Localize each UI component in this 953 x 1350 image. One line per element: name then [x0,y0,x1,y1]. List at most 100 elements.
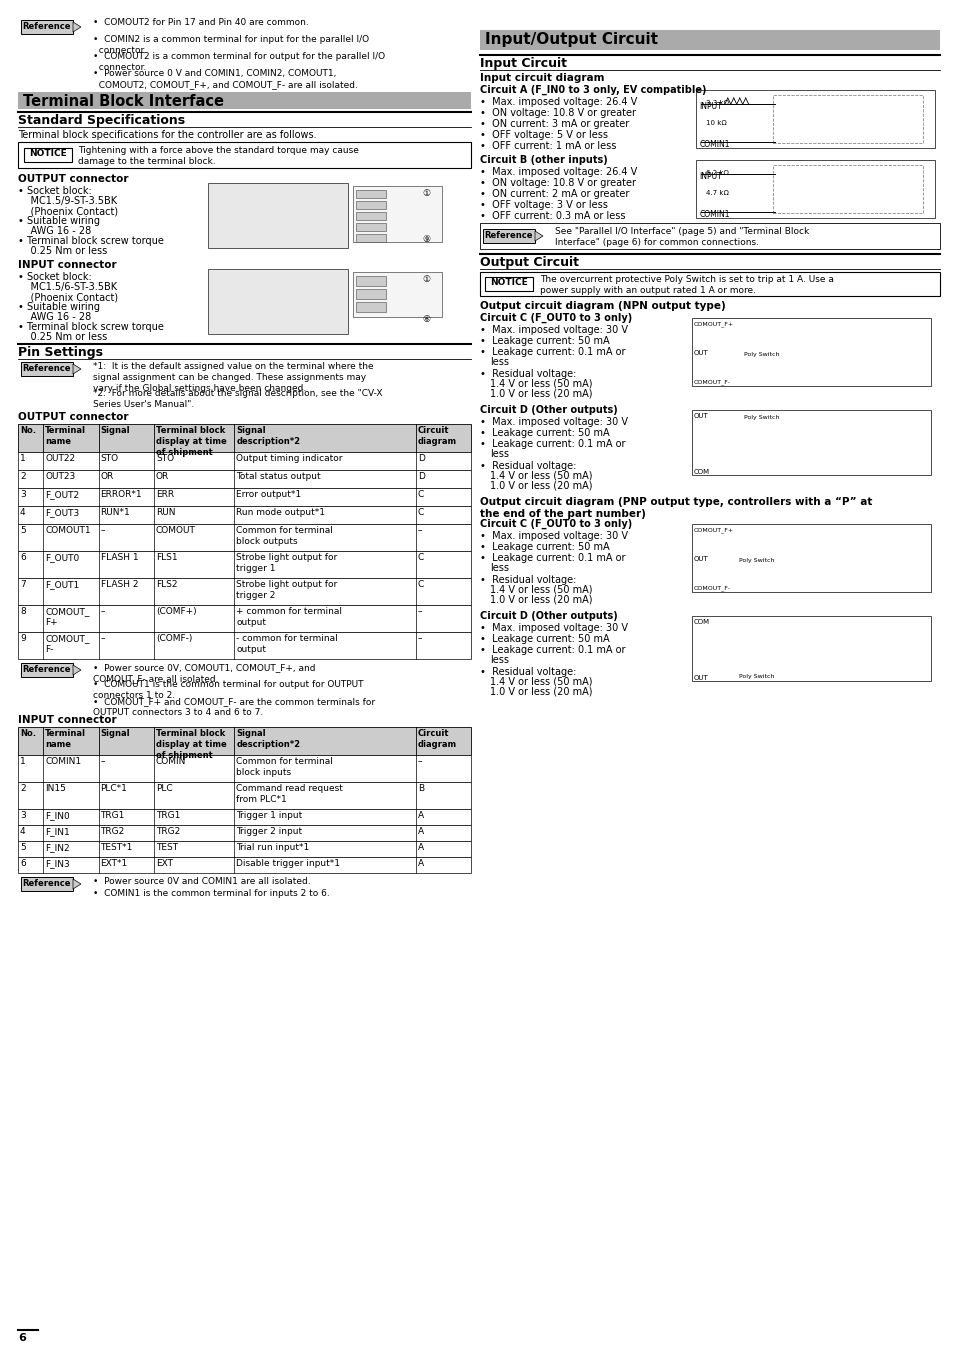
FancyBboxPatch shape [355,212,386,220]
Text: 1.0 V or less (20 mA): 1.0 V or less (20 mA) [490,595,592,605]
Text: (Phoenix Contact): (Phoenix Contact) [18,207,118,216]
FancyBboxPatch shape [696,161,935,217]
Text: •  Leakage current: 0.1 mA or: • Leakage current: 0.1 mA or [479,347,625,356]
Text: F_IN3: F_IN3 [45,859,70,868]
Text: The overcurrent protective Poly Switch is set to trip at 1 A. Use a
power supply: The overcurrent protective Poly Switch i… [539,275,833,296]
Text: PLC: PLC [155,784,172,792]
Text: •  Max. imposed voltage: 26.4 V: • Max. imposed voltage: 26.4 V [479,97,637,107]
Text: 7: 7 [20,580,26,589]
Text: •  Power source 0 V and COMIN1, COMIN2, COMOUT1,
  COMOUT2, COMOUT_F+, and COMOU: • Power source 0 V and COMIN1, COMIN2, C… [92,69,357,89]
Text: –: – [417,634,421,643]
Text: 6: 6 [20,859,26,868]
Text: Circuit C (F_OUT0 to 3 only): Circuit C (F_OUT0 to 3 only) [479,313,632,323]
FancyBboxPatch shape [479,30,939,50]
Text: –: – [100,608,105,616]
Text: Run mode output*1: Run mode output*1 [236,508,325,517]
Text: *2:  For more details about the signal description, see the "CV-X
Series User's : *2: For more details about the signal de… [92,389,382,409]
FancyBboxPatch shape [355,190,386,198]
FancyBboxPatch shape [18,470,471,487]
Text: F_OUT0: F_OUT0 [45,554,79,562]
Text: Poly Switch: Poly Switch [743,414,779,420]
FancyBboxPatch shape [21,878,73,891]
Text: COMOUT: COMOUT [155,526,195,535]
Text: COMOUT_F-: COMOUT_F- [693,379,730,385]
Text: Circuit D (Other outputs): Circuit D (Other outputs) [479,405,618,414]
Text: •  Leakage current: 0.1 mA or: • Leakage current: 0.1 mA or [479,439,625,450]
Text: No.: No. [20,729,36,738]
Text: Circuit D (Other outputs): Circuit D (Other outputs) [479,612,618,621]
FancyBboxPatch shape [18,578,471,605]
Text: TRG1: TRG1 [155,811,180,819]
Text: INPUT connector: INPUT connector [18,261,116,270]
FancyBboxPatch shape [355,234,386,242]
Text: •  OFF current: 1 mA or less: • OFF current: 1 mA or less [479,140,616,151]
Text: - common for terminal
output: - common for terminal output [236,634,337,655]
Polygon shape [535,231,542,242]
Text: Poly Switch: Poly Switch [743,352,779,356]
Text: Common for terminal
block outputs: Common for terminal block outputs [236,526,333,547]
Text: NOTICE: NOTICE [490,278,527,288]
FancyBboxPatch shape [18,809,471,825]
Text: Output timing indicator: Output timing indicator [236,454,342,463]
Text: • Terminal block screw torque: • Terminal block screw torque [18,323,164,332]
Text: COMIN1: COMIN1 [699,211,729,219]
Text: TRG2: TRG2 [155,828,180,836]
FancyBboxPatch shape [355,289,386,298]
Text: •  ON voltage: 10.8 V or greater: • ON voltage: 10.8 V or greater [479,178,636,188]
Text: ⑨: ⑨ [422,235,430,244]
Text: 0.25 Nm or less: 0.25 Nm or less [18,332,107,342]
Text: •  Max. imposed voltage: 30 V: • Max. imposed voltage: 30 V [479,622,627,633]
Text: 1.4 V or less (50 mA): 1.4 V or less (50 mA) [490,379,592,389]
FancyBboxPatch shape [353,271,441,317]
Text: •  Residual voltage:: • Residual voltage: [479,667,576,676]
Text: Output Circuit: Output Circuit [479,256,578,269]
FancyBboxPatch shape [479,271,939,296]
Text: Terminal Block Interface: Terminal Block Interface [23,95,224,109]
Text: OUTPUT connector: OUTPUT connector [18,412,129,423]
FancyBboxPatch shape [18,506,471,524]
Text: 1.0 V or less (20 mA): 1.0 V or less (20 mA) [490,687,592,697]
Text: Circuit A (F_IN0 to 3 only, EV compatible): Circuit A (F_IN0 to 3 only, EV compatibl… [479,85,706,96]
Text: •  Max. imposed voltage: 26.4 V: • Max. imposed voltage: 26.4 V [479,167,637,177]
Text: F_IN2: F_IN2 [45,842,70,852]
Text: less: less [490,356,509,367]
FancyBboxPatch shape [353,186,441,242]
Text: •  COMOUT1 is the common terminal for output for OUTPUT
connectors 1 to 2.: • COMOUT1 is the common terminal for out… [92,680,363,701]
Text: •  ON voltage: 10.8 V or greater: • ON voltage: 10.8 V or greater [479,108,636,117]
FancyBboxPatch shape [482,230,535,243]
Text: • Suitable wiring: • Suitable wiring [18,216,100,225]
Text: •  COMOUT2 for Pin 17 and Pin 40 are common.: • COMOUT2 for Pin 17 and Pin 40 are comm… [92,18,309,27]
Text: A: A [417,828,423,836]
FancyBboxPatch shape [772,95,923,143]
FancyBboxPatch shape [208,184,348,248]
FancyBboxPatch shape [479,223,939,248]
Text: F_OUT2: F_OUT2 [45,490,79,500]
Text: Terminal block specifications for the controller are as follows.: Terminal block specifications for the co… [18,130,316,140]
Text: Terminal
name: Terminal name [45,427,86,446]
Text: No.: No. [20,427,36,435]
Text: D: D [417,454,424,463]
Text: Trigger 1 input: Trigger 1 input [236,811,302,819]
Text: –: – [100,757,105,765]
Text: C: C [417,490,423,500]
Text: A: A [417,859,423,868]
Text: COMOUT_F-: COMOUT_F- [693,585,730,591]
Text: COMOUT_
F+: COMOUT_ F+ [45,608,90,628]
Text: Signal: Signal [100,427,130,435]
Text: 3: 3 [20,490,26,500]
Text: Signal
description*2: Signal description*2 [236,427,300,446]
Text: •  Max. imposed voltage: 30 V: • Max. imposed voltage: 30 V [479,325,627,335]
Text: OR: OR [100,472,113,481]
Text: IN15: IN15 [45,784,66,792]
Text: TEST*1: TEST*1 [100,842,132,852]
Text: 3.3 kΩ: 3.3 kΩ [705,100,728,107]
Text: –: – [100,634,105,643]
Text: 2: 2 [20,784,26,792]
Text: 1.4 V or less (50 mA): 1.4 V or less (50 mA) [490,471,592,481]
FancyBboxPatch shape [18,755,471,782]
Text: Input Circuit: Input Circuit [479,57,566,70]
Text: ①: ① [422,275,430,284]
Text: •  Max. imposed voltage: 30 V: • Max. imposed voltage: 30 V [479,531,627,541]
Text: 6: 6 [20,554,26,562]
Text: PLC*1: PLC*1 [100,784,128,792]
